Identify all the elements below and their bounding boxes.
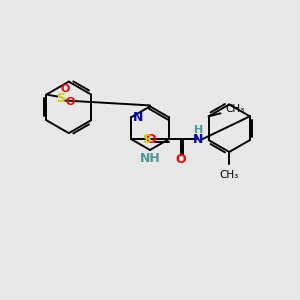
Text: O: O — [175, 153, 186, 167]
Text: N: N — [133, 111, 143, 124]
Text: NH: NH — [140, 152, 160, 165]
Text: O: O — [65, 98, 75, 107]
Text: H: H — [194, 125, 203, 135]
Text: CH₃: CH₃ — [226, 104, 245, 114]
Text: N: N — [193, 133, 204, 146]
Text: O: O — [61, 84, 70, 94]
Text: CH₃: CH₃ — [220, 170, 239, 180]
Text: S: S — [142, 133, 152, 146]
Text: O: O — [146, 133, 156, 146]
Text: S: S — [56, 92, 65, 105]
